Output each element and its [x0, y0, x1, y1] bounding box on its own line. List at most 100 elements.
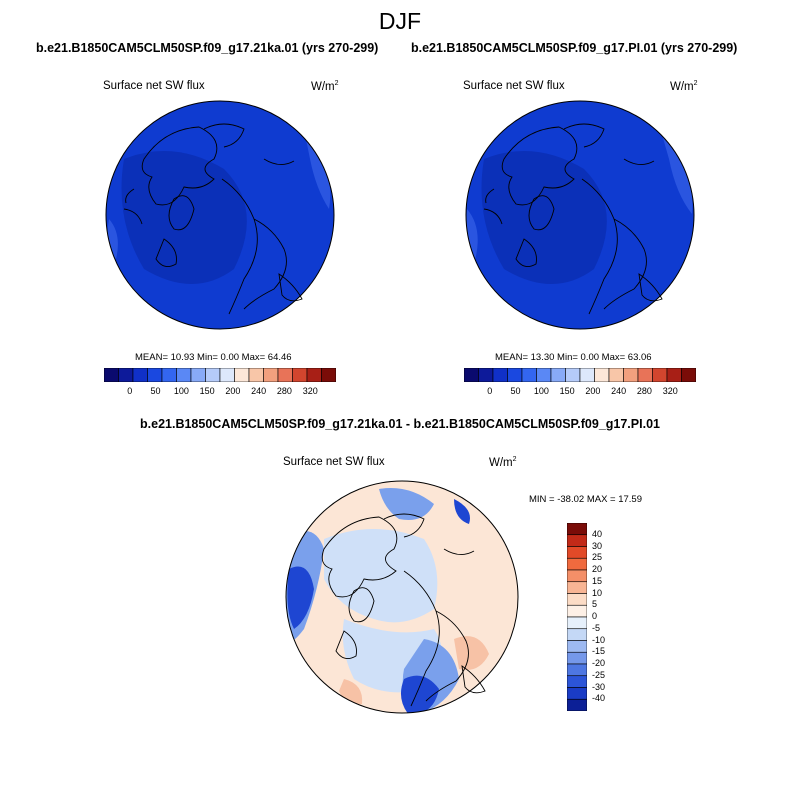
difference-polar-map: [285, 480, 519, 714]
right-colorbar-swatch: [478, 368, 494, 382]
diff-colorbar-tick-label: -20: [592, 658, 606, 668]
left-colorbar-swatch: [234, 368, 250, 382]
right-colorbar-swatch: [536, 368, 552, 382]
difference-colorbar-ticks: 40 30 25 20 15 10 5 0 -5 -10 -15 -20 -25 -30 -40: [592, 523, 632, 711]
right-colorbar-tick-label: 320: [662, 386, 678, 396]
left-colorbar-swatch: [132, 368, 148, 382]
left-colorbar-swatch: [292, 368, 308, 382]
right-colorbar-tick-label: 200: [585, 386, 601, 396]
diff-colorbar-swatch: [567, 675, 587, 688]
left-colorbar-swatch: [277, 368, 293, 382]
left-stats: MEAN= 10.93 Min= 0.00 Max= 64.46: [135, 352, 292, 363]
right-colorbar-swatch: [492, 368, 508, 382]
diff-colorbar-swatch: [567, 546, 587, 559]
right-colorbar-ticks: 0 50 100 150 200 240 280 320: [464, 386, 696, 398]
left-colorbar-tick-label: 280: [276, 386, 292, 396]
right-polar-map: [465, 100, 695, 330]
diff-colorbar-swatch: [567, 569, 587, 583]
diff-colorbar-swatch: [567, 640, 587, 653]
diff-colorbar-tick-label: 5: [592, 599, 598, 610]
left-colorbar-tick-label: 150: [199, 386, 215, 396]
right-colorbar-swatch: [550, 368, 566, 382]
left-polar-map: [105, 100, 335, 330]
diff-colorbar-tick-label: 40: [592, 528, 603, 539]
left-colorbar-tick-label: 50: [150, 386, 161, 396]
right-colorbar-swatch: [464, 368, 479, 382]
left-colorbar-swatch: [219, 368, 235, 382]
diff-colorbar-swatch: [567, 534, 587, 547]
right-colorbar-tick-label: 100: [533, 386, 549, 396]
right-colorbar-tick-label: 0: [487, 386, 493, 396]
season-title: DJF: [378, 8, 422, 34]
left-colorbar-swatch: [321, 368, 336, 382]
diff-variable-label: Surface net SW flux: [283, 456, 385, 468]
left-colorbar-swatch: [190, 368, 206, 382]
left-colorbar-tick-label: 100: [173, 386, 189, 396]
right-colorbar-swatch: [681, 368, 696, 382]
diff-colorbar-swatch: [567, 581, 587, 594]
left-colorbar-swatch: [205, 368, 221, 382]
right-colorbar-tick-label: 240: [611, 386, 627, 396]
diff-colorbar-swatch: [567, 604, 587, 618]
diff-colorbar-tick-label: -25: [592, 669, 606, 680]
right-colorbar-swatch: [594, 368, 610, 382]
diff-colorbar-swatch: [567, 628, 587, 641]
left-case-title: b.e21.B1850CAM5CLM50SP.f09_g17.21ka.01 (…: [36, 41, 379, 55]
diff-colorbar-tick-label: 0: [592, 611, 598, 621]
diff-colorbar-tick-label: -5: [592, 622, 601, 633]
right-colorbar-swatch: [507, 368, 523, 382]
right-variable-label: Surface net SW flux: [463, 80, 565, 92]
right-colorbar-tick-label: 150: [559, 386, 575, 396]
left-colorbar-tick-label: 320: [302, 386, 318, 396]
diff-colorbar-swatch: [567, 698, 587, 711]
right-colorbar-tick-label: 50: [510, 386, 521, 396]
right-stats: MEAN= 13.30 Min= 0.00 Max= 63.06: [495, 352, 652, 363]
right-colorbar-swatch: [623, 368, 639, 382]
left-colorbar-swatch: [306, 368, 322, 382]
diff-colorbar-tick-label: 25: [592, 552, 603, 563]
right-colorbar-tick-label: 280: [636, 386, 652, 396]
right-colorbar-swatch: [565, 368, 581, 382]
left-colorbar-tick-label: 240: [251, 386, 267, 396]
left-colorbar-swatch: [147, 368, 163, 382]
right-colorbar-swatch: [521, 368, 537, 382]
left-units-label: W/m2: [311, 80, 339, 93]
left-colorbar: [104, 368, 336, 382]
diff-units-label: W/m2: [489, 456, 517, 469]
diff-colorbar-tick-label: 30: [592, 540, 603, 551]
right-colorbar-swatch: [608, 368, 624, 382]
left-colorbar-tick-label: 0: [127, 386, 133, 396]
difference-colorbar: [567, 523, 587, 711]
left-colorbar-swatch: [161, 368, 177, 382]
right-colorbar: [464, 368, 696, 382]
difference-title: b.e21.B1850CAM5CLM50SP.f09_g17.21ka.01 -…: [140, 417, 660, 431]
diff-colorbar-swatch: [567, 663, 587, 677]
right-colorbar-swatch: [652, 368, 668, 382]
diff-colorbar-tick-label: -40: [592, 693, 606, 704]
diff-colorbar-swatch: [567, 593, 587, 606]
diff-colorbar-tick-label: 10: [592, 587, 603, 598]
right-colorbar-swatch: [637, 368, 653, 382]
right-case-title: b.e21.B1850CAM5CLM50SP.f09_g17.PI.01 (yr…: [411, 41, 738, 55]
diff-colorbar-swatch: [567, 523, 587, 536]
diff-colorbar-tick-label: 15: [592, 575, 603, 586]
left-colorbar-swatch: [263, 368, 279, 382]
left-colorbar-ticks: 0 50 100 150 200 240 280 320: [104, 386, 336, 398]
diff-stats: MIN = -38.02 MAX = 17.59: [529, 494, 643, 505]
diff-colorbar-swatch: [567, 616, 587, 630]
right-colorbar-swatch: [579, 368, 595, 382]
right-units-label: W/m2: [670, 80, 698, 93]
left-colorbar-swatch: [248, 368, 264, 382]
diff-colorbar-tick-label: -30: [592, 681, 606, 692]
diff-colorbar-swatch: [567, 557, 587, 571]
left-colorbar-swatch: [176, 368, 192, 382]
diff-colorbar-tick-label: -15: [592, 646, 606, 657]
left-colorbar-swatch: [104, 368, 119, 382]
right-colorbar-swatch: [666, 368, 682, 382]
left-colorbar-tick-label: 200: [225, 386, 241, 396]
left-variable-label: Surface net SW flux: [103, 80, 205, 92]
diff-colorbar-swatch: [567, 651, 587, 665]
diff-colorbar-tick-label: -10: [592, 634, 606, 645]
diff-colorbar-tick-label: 20: [592, 564, 603, 574]
diff-colorbar-swatch: [567, 687, 587, 700]
